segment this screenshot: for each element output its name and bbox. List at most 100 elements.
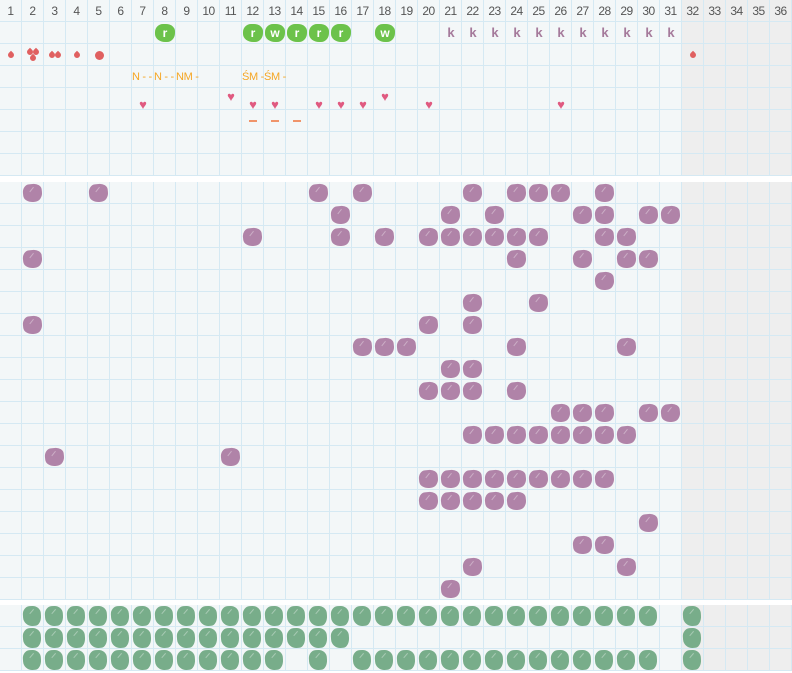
green-mark[interactable]	[176, 627, 196, 649]
note-text[interactable]: N - -	[154, 71, 174, 83]
green-mark[interactable]	[418, 605, 438, 627]
purple-mark[interactable]	[22, 183, 43, 203]
purple-mark[interactable]	[484, 425, 505, 445]
green-mark[interactable]	[638, 605, 658, 627]
green-mark[interactable]	[286, 627, 306, 649]
green-mark[interactable]	[220, 605, 240, 627]
purple-mark[interactable]	[462, 425, 483, 445]
purple-mark[interactable]	[550, 425, 571, 445]
green-mark[interactable]	[154, 649, 174, 671]
column-header-day[interactable]: 9	[183, 4, 190, 18]
purple-mark[interactable]	[418, 315, 439, 335]
green-mark[interactable]	[484, 605, 504, 627]
purple-mark[interactable]	[396, 337, 417, 357]
green-mark[interactable]	[22, 605, 42, 627]
green-mark[interactable]	[66, 649, 86, 671]
column-header-day[interactable]: 7	[139, 4, 146, 18]
purple-mark[interactable]	[506, 183, 527, 203]
column-header-day[interactable]: 8	[161, 4, 168, 18]
green-mark[interactable]	[484, 649, 504, 671]
purple-mark[interactable]	[616, 337, 637, 357]
purple-mark[interactable]	[462, 491, 483, 511]
green-mark[interactable]	[220, 627, 240, 649]
green-mark[interactable]	[594, 605, 614, 627]
purple-mark[interactable]	[660, 403, 681, 423]
green-mark[interactable]	[308, 649, 328, 671]
column-header-day[interactable]: 13	[268, 4, 281, 18]
purple-mark[interactable]	[440, 491, 461, 511]
purple-mark[interactable]	[572, 469, 593, 489]
note-text[interactable]: N - -	[132, 71, 152, 83]
green-mark[interactable]	[66, 605, 86, 627]
column-header-day[interactable]: 14	[290, 4, 303, 18]
green-mark[interactable]	[462, 605, 482, 627]
green-mark[interactable]	[374, 605, 394, 627]
green-mark[interactable]	[330, 627, 350, 649]
purple-mark[interactable]	[506, 425, 527, 445]
green-mark[interactable]	[462, 649, 482, 671]
purple-mark[interactable]	[572, 403, 593, 423]
heart-icon[interactable]: ♥	[557, 97, 565, 112]
purple-mark[interactable]	[528, 293, 549, 313]
green-mark[interactable]	[352, 649, 372, 671]
green-mark[interactable]	[264, 605, 284, 627]
drop-icon[interactable]	[72, 50, 82, 60]
drop-icon[interactable]	[6, 50, 16, 60]
purple-mark[interactable]	[22, 249, 43, 269]
column-header-day[interactable]: 36	[774, 4, 787, 18]
purple-mark[interactable]	[418, 227, 439, 247]
green-mark[interactable]	[242, 605, 262, 627]
green-mark[interactable]	[132, 605, 152, 627]
green-mark[interactable]	[154, 605, 174, 627]
column-header-day[interactable]: 2	[29, 4, 36, 18]
column-header-day[interactable]: 32	[686, 4, 699, 18]
dash-mark[interactable]	[271, 120, 279, 122]
green-mark[interactable]	[110, 605, 130, 627]
green-mark[interactable]	[528, 649, 548, 671]
heart-icon[interactable]: ♥	[271, 97, 279, 112]
purple-mark[interactable]	[462, 183, 483, 203]
green-mark[interactable]	[154, 627, 174, 649]
column-header-day[interactable]: 6	[117, 4, 124, 18]
green-mark[interactable]	[110, 627, 130, 649]
purple-mark[interactable]	[572, 535, 593, 555]
green-mark[interactable]	[264, 627, 284, 649]
green-mark[interactable]	[506, 605, 526, 627]
green-mark[interactable]	[440, 605, 460, 627]
green-mark[interactable]	[616, 649, 636, 671]
purple-mark[interactable]	[88, 183, 109, 203]
green-mark[interactable]	[682, 627, 702, 649]
column-header-day[interactable]: 4	[73, 4, 80, 18]
dot-icon[interactable]	[95, 51, 104, 60]
column-header-day[interactable]: 22	[466, 4, 479, 18]
column-header-day[interactable]: 30	[642, 4, 655, 18]
column-header-day[interactable]: 34	[730, 4, 743, 18]
purple-mark[interactable]	[572, 249, 593, 269]
column-header-day[interactable]: 27	[576, 4, 589, 18]
green-mark[interactable]	[110, 649, 130, 671]
purple-mark[interactable]	[594, 183, 615, 203]
green-mark[interactable]	[308, 627, 328, 649]
purple-mark[interactable]	[484, 469, 505, 489]
column-header-day[interactable]: 21	[444, 4, 457, 18]
purple-mark[interactable]	[550, 403, 571, 423]
purple-mark[interactable]	[616, 425, 637, 445]
green-mark[interactable]	[440, 649, 460, 671]
purple-mark[interactable]	[484, 227, 505, 247]
purple-mark[interactable]	[594, 227, 615, 247]
column-header-day[interactable]: 26	[554, 4, 567, 18]
green-mark[interactable]	[132, 627, 152, 649]
column-header-day[interactable]: 24	[510, 4, 523, 18]
purple-mark[interactable]	[352, 183, 373, 203]
green-mark[interactable]	[374, 649, 394, 671]
k-mark[interactable]: k	[447, 25, 455, 40]
green-mark[interactable]	[264, 649, 284, 671]
purple-mark[interactable]	[638, 403, 659, 423]
column-header-day[interactable]: 3	[51, 4, 58, 18]
heart-icon[interactable]: ♥	[227, 89, 235, 104]
green-mark[interactable]	[616, 605, 636, 627]
purple-mark[interactable]	[374, 337, 395, 357]
purple-mark[interactable]	[616, 557, 637, 577]
purple-mark[interactable]	[528, 227, 549, 247]
green-mark[interactable]	[22, 627, 42, 649]
